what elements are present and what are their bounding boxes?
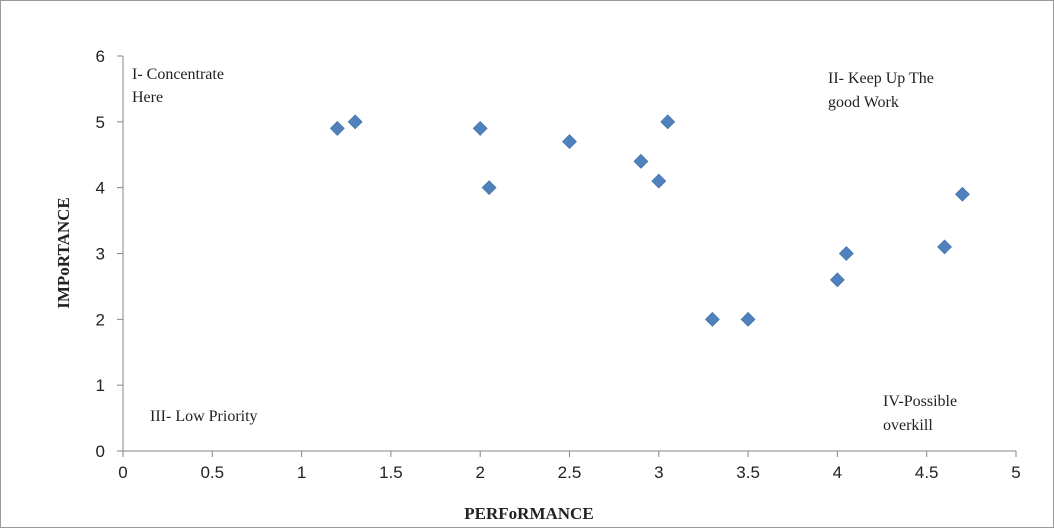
quadrant-4-line-1: IV-Possible (883, 393, 957, 410)
quadrant-1-line-1: I- Concentrate (132, 66, 224, 83)
data-point (562, 134, 577, 150)
data-point (704, 311, 720, 327)
y-tick-label: 4 (96, 179, 105, 198)
x-tick-label: 3.5 (736, 463, 760, 482)
quadrant-2-line-1: II- Keep Up The (828, 70, 934, 87)
data-point (651, 173, 667, 189)
y-tick-label: 5 (96, 113, 105, 132)
x-tick-label: 2.5 (558, 463, 582, 482)
data-point (937, 239, 952, 255)
x-tick-label: 2 (475, 463, 484, 482)
quadrant-4-label: IV-Possible overkill (883, 393, 961, 434)
quadrant-3-label: III- Low Priority (150, 408, 258, 425)
y-tick-label: 2 (96, 310, 105, 329)
x-axis-title: PERFoRMANCE (464, 504, 593, 523)
quadrant-2-label: II- Keep Up The good Work (828, 70, 938, 111)
y-tick-labels: 0 1 2 3 4 5 6 (96, 47, 105, 461)
data-point (954, 186, 970, 202)
x-tick-label: 1 (297, 463, 306, 482)
x-tick-label: 1.5 (379, 463, 403, 482)
x-tick-label: 3 (654, 463, 663, 482)
data-point (660, 114, 676, 130)
x-tick-label: 4.5 (915, 463, 939, 482)
data-point (347, 114, 363, 130)
axes (117, 55, 1017, 457)
data-point (472, 120, 488, 136)
y-tick-label: 6 (96, 47, 105, 66)
y-tick-label: 0 (96, 442, 105, 461)
y-tick-label: 3 (96, 245, 105, 264)
data-point (633, 153, 649, 169)
data-point (481, 180, 497, 196)
y-tick-label: 1 (96, 376, 105, 395)
quadrant-4-line-2: overkill (883, 417, 933, 434)
y-axis-title: IMPoRTANCE (54, 197, 73, 308)
data-point (829, 272, 845, 288)
quadrant-3-line-1: III- Low Priority (150, 408, 258, 425)
data-points (329, 114, 970, 327)
x-tick-label: 0.5 (200, 463, 224, 482)
quadrant-1-line-2: Here (132, 89, 163, 106)
x-tick-label: 5 (1011, 463, 1020, 482)
quadrant-1-label: I- Concentrate Here (132, 66, 228, 106)
x-tick-labels: 0 0.5 1 1.5 2 2.5 3 3.5 4 4.5 5 (118, 463, 1020, 482)
x-tick-label: 0 (118, 463, 127, 482)
x-tick-label: 4 (833, 463, 842, 482)
data-point (838, 246, 854, 261)
quadrant-2-line-2: good Work (828, 94, 899, 111)
data-point (740, 311, 756, 327)
data-point (329, 120, 345, 136)
